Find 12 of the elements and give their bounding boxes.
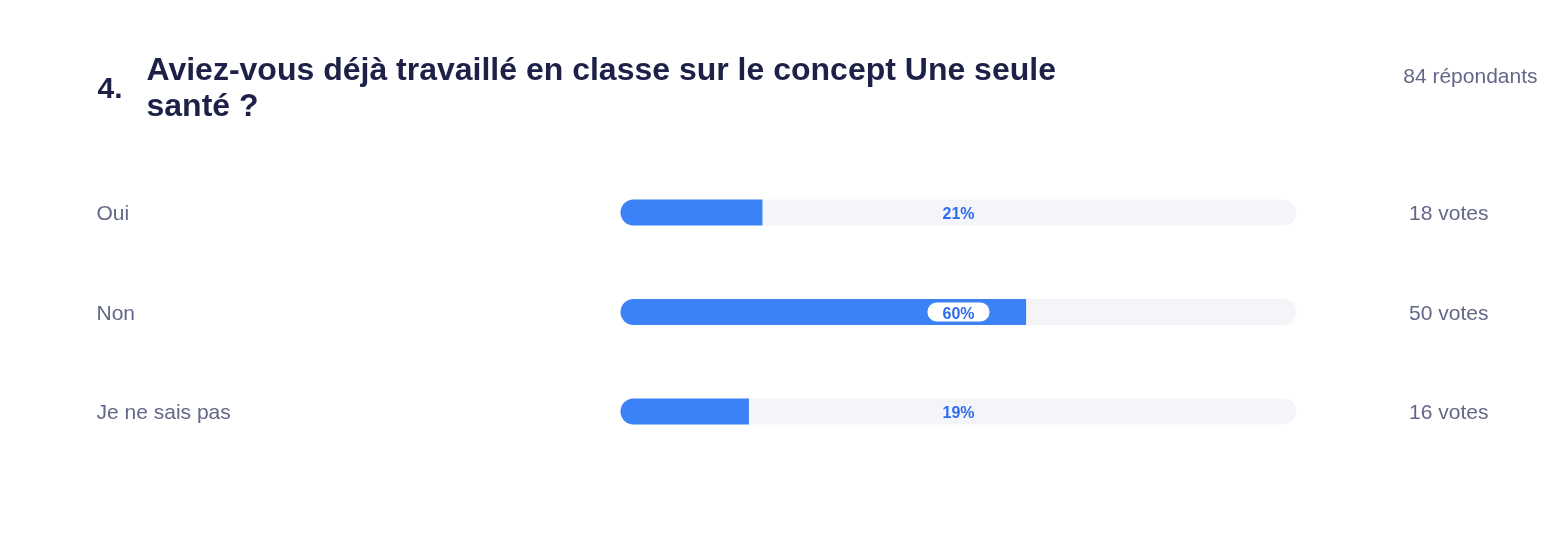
y-tick-label: Non [96, 300, 136, 324]
data-label: 19% [942, 404, 975, 421]
data-label: 60% [942, 304, 975, 322]
y-tick-label: Oui [96, 201, 130, 224]
text: 16 votes [1409, 400, 1489, 423]
chart-title: Aviez-vous déjà travaillé en classe sur le concept Une seule santé ? [146, 50, 1056, 123]
text: 18 votes [1409, 201, 1489, 224]
text: 50 votes [1409, 300, 1489, 324]
text: 84 répondants [1403, 64, 1538, 87]
text: 4. [97, 70, 123, 104]
data-label: 21% [942, 205, 975, 222]
y-tick-label: Je ne sais pas [96, 400, 231, 423]
